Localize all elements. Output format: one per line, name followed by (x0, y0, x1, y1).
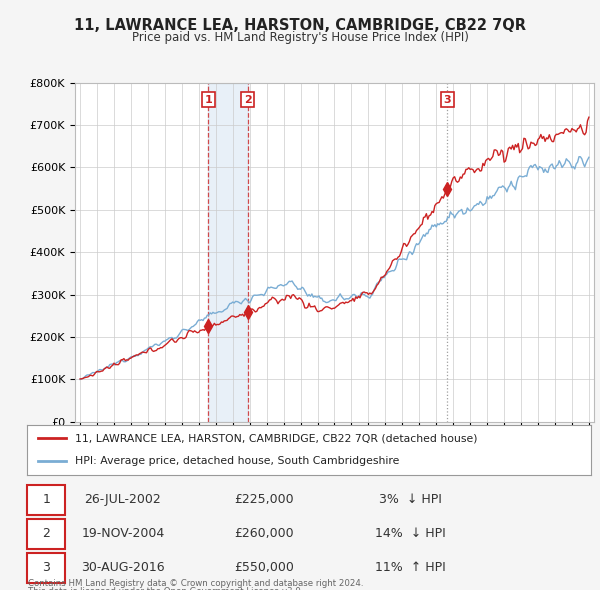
Text: Contains HM Land Registry data © Crown copyright and database right 2024.: Contains HM Land Registry data © Crown c… (28, 579, 364, 588)
Text: £225,000: £225,000 (234, 493, 293, 506)
Text: Price paid vs. HM Land Registry's House Price Index (HPI): Price paid vs. HM Land Registry's House … (131, 31, 469, 44)
Text: 19-NOV-2004: 19-NOV-2004 (81, 527, 164, 540)
Text: 11%  ↑ HPI: 11% ↑ HPI (375, 562, 446, 575)
Text: 2: 2 (244, 94, 252, 104)
Text: 1: 1 (42, 493, 50, 506)
Text: £550,000: £550,000 (234, 562, 294, 575)
Text: 11, LAWRANCE LEA, HARSTON, CAMBRIDGE, CB22 7QR (detached house): 11, LAWRANCE LEA, HARSTON, CAMBRIDGE, CB… (75, 433, 478, 443)
Text: 26-JUL-2002: 26-JUL-2002 (85, 493, 161, 506)
FancyBboxPatch shape (27, 519, 65, 549)
Text: 1: 1 (205, 94, 212, 104)
Text: 3: 3 (443, 94, 451, 104)
Bar (208, 83, 248, 422)
Text: 3%  ↓ HPI: 3% ↓ HPI (379, 493, 442, 506)
Text: £260,000: £260,000 (234, 527, 293, 540)
FancyBboxPatch shape (27, 485, 65, 515)
Text: 3: 3 (42, 562, 50, 575)
Text: 11, LAWRANCE LEA, HARSTON, CAMBRIDGE, CB22 7QR: 11, LAWRANCE LEA, HARSTON, CAMBRIDGE, CB… (74, 18, 526, 32)
Text: 14%  ↓ HPI: 14% ↓ HPI (375, 527, 446, 540)
Text: 30-AUG-2016: 30-AUG-2016 (81, 562, 164, 575)
Text: HPI: Average price, detached house, South Cambridgeshire: HPI: Average price, detached house, Sout… (75, 457, 400, 467)
Text: 2: 2 (42, 527, 50, 540)
Text: This data is licensed under the Open Government Licence v3.0.: This data is licensed under the Open Gov… (28, 587, 304, 590)
FancyBboxPatch shape (27, 553, 65, 583)
